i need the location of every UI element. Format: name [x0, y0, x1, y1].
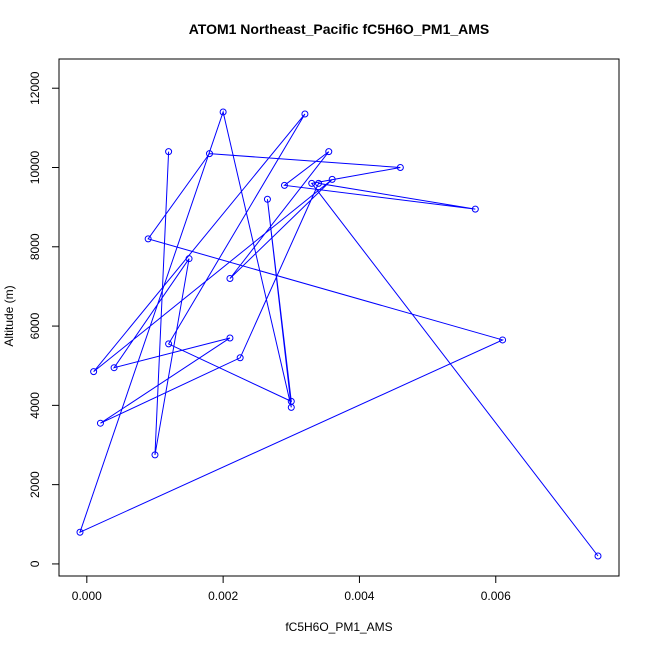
data-point	[499, 336, 507, 344]
x-axis: 0.000 0.002 0.004 0.006	[72, 576, 511, 603]
y-tick-label: 10000	[28, 150, 42, 184]
y-tick-label: 8000	[28, 233, 42, 260]
points-layer	[76, 108, 602, 560]
data-point	[396, 164, 404, 171]
data-point	[151, 451, 159, 459]
data-point	[263, 195, 271, 203]
data-point	[471, 205, 479, 213]
data-point	[226, 334, 234, 342]
data-point	[110, 364, 118, 372]
x-tick-label: 0.006	[481, 589, 511, 603]
data-point	[301, 110, 309, 118]
y-tick-label: 6000	[28, 312, 42, 339]
data-point	[185, 255, 193, 263]
data-point	[219, 108, 227, 116]
x-axis-label: fC5H6O_PM1_AMS	[285, 620, 392, 634]
data-point	[206, 150, 213, 158]
y-axis-label: Altitude (m)	[2, 285, 16, 346]
plot-area	[58, 58, 620, 577]
data-point	[287, 397, 295, 405]
data-point	[308, 179, 316, 187]
x-tick-label: 0.002	[208, 589, 238, 603]
y-tick-label: 12000	[28, 71, 42, 105]
data-point	[315, 179, 323, 187]
data-point	[328, 175, 336, 183]
chart-title: ATOM1 Northeast_Pacific fC5H6O_PM1_AMS	[189, 21, 490, 37]
y-tick-label: 2000	[28, 471, 42, 498]
data-point	[325, 148, 333, 156]
series-layer	[79, 110, 599, 557]
x-tick-label: 0.000	[72, 589, 102, 603]
data-point	[96, 419, 104, 427]
data-point	[236, 354, 244, 362]
y-tick-label: 0	[28, 560, 42, 567]
data-point	[280, 181, 288, 189]
x-tick-label: 0.004	[344, 589, 374, 603]
data-point	[90, 368, 98, 376]
y-axis: 0 2000 4000 6000 8000 10000 12000	[28, 71, 59, 567]
data-point	[165, 148, 173, 156]
data-point	[144, 235, 152, 243]
series-line	[79, 110, 599, 557]
y-tick-label: 4000	[28, 392, 42, 419]
data-point	[594, 552, 602, 560]
data-point	[226, 275, 234, 282]
data-point	[165, 340, 173, 348]
data-point	[76, 528, 84, 536]
